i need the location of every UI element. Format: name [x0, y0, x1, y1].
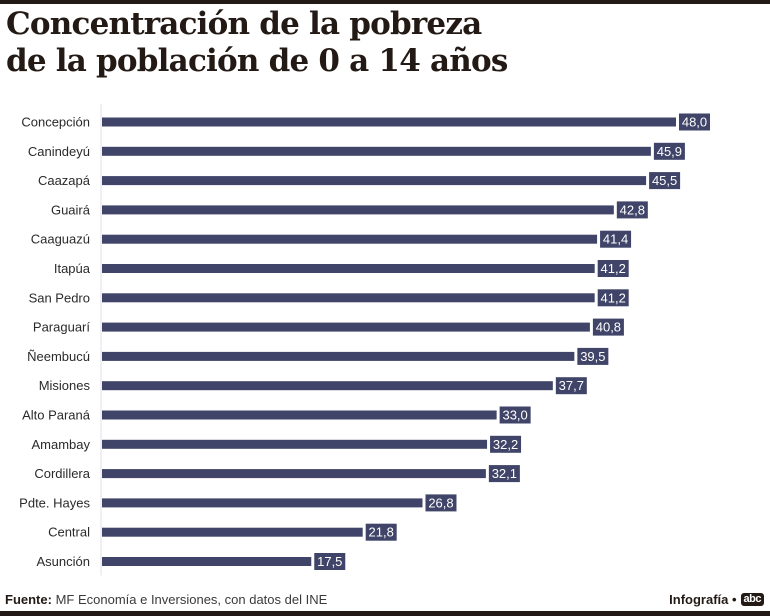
category-label: Caaguazú	[31, 232, 90, 247]
category-label: Alto Paraná	[22, 408, 91, 423]
bar	[102, 146, 651, 156]
value-label-box	[425, 494, 457, 512]
value-label: 37,7	[559, 378, 584, 393]
category-label: Central	[48, 525, 90, 540]
value-label: 41,4	[603, 232, 628, 247]
value-label-box	[600, 230, 632, 248]
credit-text: Infografía •	[669, 592, 737, 607]
value-label-box	[653, 142, 685, 160]
bar	[102, 527, 363, 537]
category-label: Canindeyú	[28, 144, 90, 159]
value-label-box	[592, 318, 624, 336]
source-text: MF Economía e Inversiones, con datos del…	[55, 592, 328, 607]
category-label: Amambay	[31, 437, 90, 452]
value-label-box	[499, 406, 531, 424]
value-label-box	[577, 347, 609, 365]
chart-title: Concentración de la pobreza de la poblac…	[6, 6, 508, 80]
value-label-box	[597, 260, 629, 277]
value-label-box	[365, 523, 397, 541]
bar	[102, 498, 423, 508]
title-line-1: Concentración de la pobreza	[6, 6, 482, 42]
bar	[102, 410, 497, 420]
value-label-box	[597, 289, 629, 307]
bar	[102, 264, 595, 273]
value-label-box	[488, 465, 520, 483]
credit: Infografía • abc	[669, 592, 764, 607]
category-label: Concepción	[21, 115, 90, 130]
value-label-box	[314, 553, 346, 570]
bar	[102, 351, 575, 361]
value-label: 39,5	[580, 349, 605, 364]
bar	[102, 381, 553, 391]
source-label: Fuente:	[5, 592, 52, 607]
bar	[102, 322, 590, 332]
title-line-2: de la población de 0 a 14 años	[6, 43, 508, 79]
value-label: 40,8	[596, 320, 621, 335]
top-rule	[0, 0, 770, 4]
value-label: 17,5	[317, 554, 342, 569]
category-label: Asunción	[37, 554, 90, 569]
abc-logo: abc	[740, 593, 764, 606]
value-label: 45,9	[657, 144, 682, 159]
category-label: Paraguarí	[33, 320, 90, 335]
bar	[102, 117, 676, 127]
bar	[102, 176, 647, 186]
bar	[102, 439, 488, 449]
category-label: Misiones	[39, 378, 91, 393]
category-label: Itapúa	[54, 261, 91, 276]
category-label: San Pedro	[29, 290, 90, 305]
category-label: Pdte. Hayes	[19, 495, 90, 510]
source-note: Fuente: MF Economía e Inversiones, con d…	[5, 592, 327, 607]
value-label: 33,0	[502, 408, 527, 423]
bottom-rule	[0, 611, 770, 616]
value-label-box	[679, 113, 710, 131]
category-label: Guairá	[51, 202, 91, 217]
value-label-box	[616, 201, 648, 219]
value-label: 45,5	[652, 173, 677, 188]
category-label: Cordillera	[34, 466, 90, 481]
bar	[102, 234, 598, 244]
category-label: Ñeembucú	[27, 349, 90, 364]
value-label: 42,8	[620, 202, 645, 217]
bar	[102, 293, 595, 303]
bar	[102, 205, 614, 215]
value-label: 21,8	[369, 525, 394, 540]
category-label: Caazapá	[38, 173, 91, 188]
value-label: 41,2	[601, 290, 626, 305]
value-label-box	[490, 435, 522, 453]
value-label: 48,0	[682, 115, 707, 130]
value-label: 41,2	[601, 261, 626, 276]
value-label: 26,8	[428, 495, 453, 510]
bar	[102, 469, 486, 479]
value-label-box	[555, 377, 587, 395]
value-label: 32,1	[492, 466, 517, 481]
bar	[102, 557, 312, 566]
value-label-box	[649, 172, 681, 190]
value-label: 32,2	[493, 437, 518, 452]
